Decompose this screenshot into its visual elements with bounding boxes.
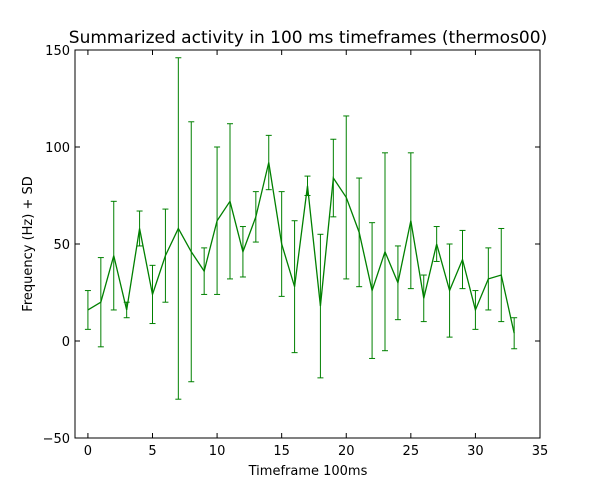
x-tick-label: 25	[403, 444, 420, 459]
plot-area-frame	[74, 49, 541, 439]
y-tick-label: −50	[43, 432, 70, 447]
y-tick-label: 0	[62, 335, 70, 350]
y-axis-label: Frequency (Hz) + SD	[21, 176, 36, 311]
y-tick-label: 100	[45, 141, 70, 156]
y-tick-label: 150	[45, 44, 70, 59]
x-tick-label: 5	[148, 444, 156, 459]
y-tick-label: 50	[53, 238, 70, 253]
error-bar	[84, 290, 91, 330]
x-tick-label: 15	[273, 444, 290, 459]
x-tick-label: 10	[209, 444, 226, 459]
x-axis-label: Timeframe 100ms	[248, 464, 368, 479]
chart-title: Summarized activity in 100 ms timeframes…	[69, 28, 547, 48]
x-tick-label: 35	[532, 444, 549, 459]
x-tick-label: 0	[84, 444, 92, 459]
x-tick-label: 30	[467, 444, 484, 459]
x-tick-label: 20	[338, 444, 355, 459]
series-line	[87, 162, 515, 334]
tick-labels-layer: 0 5 10 15 20 25 30 35 −50 0 50 100 150	[43, 44, 549, 459]
